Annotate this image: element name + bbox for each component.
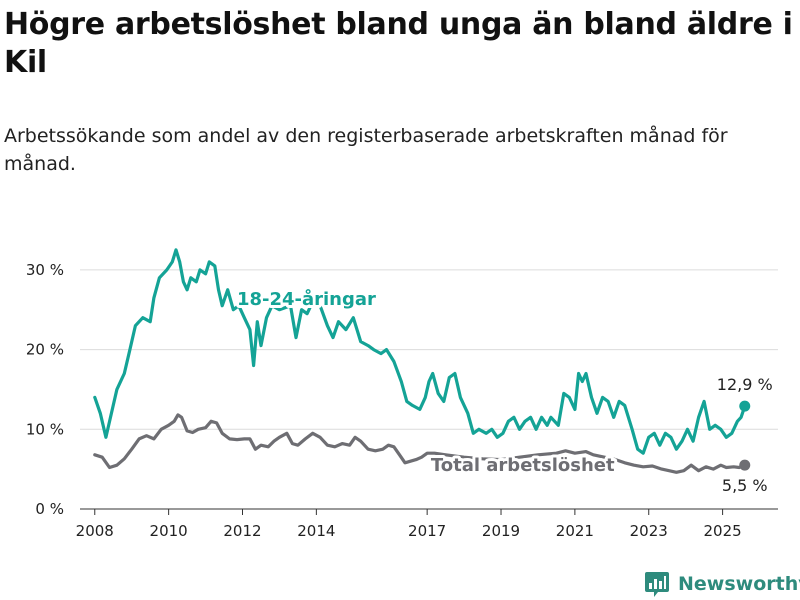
x-tick-label: 2010 xyxy=(150,522,188,540)
y-tick-label: 0 % xyxy=(35,500,64,518)
x-tick-label: 2021 xyxy=(556,522,594,540)
end-marker-youth xyxy=(739,400,751,412)
x-tick-label: 2008 xyxy=(76,522,114,540)
x-tick-label: 2023 xyxy=(630,522,668,540)
chart-title: Högre arbetslöshet bland unga än bland ä… xyxy=(4,7,793,80)
gridlines xyxy=(80,269,778,430)
end-value-total: 5,5 % xyxy=(722,476,768,495)
end-value-youth: 12,9 % xyxy=(717,375,773,394)
brand-name: Newsworthy xyxy=(678,573,800,595)
y-tick-label: 10 % xyxy=(26,420,64,438)
bar-chart-icon xyxy=(645,572,669,597)
newsworthy-logo: Newsworthy xyxy=(644,569,800,599)
series xyxy=(93,248,751,474)
x-tick-label: 2025 xyxy=(704,522,742,540)
label-text: Total arbetslöshet xyxy=(431,455,615,476)
label-halo: 18-24-åringar xyxy=(237,288,376,310)
x-tick-label: 2019 xyxy=(482,522,520,540)
series-line-total xyxy=(93,413,747,474)
label-halo: Total arbetslöshet xyxy=(431,455,615,476)
y-tick-label: 30 % xyxy=(26,261,64,279)
end-marker-total xyxy=(739,459,751,471)
x-tick-label: 2012 xyxy=(223,522,261,540)
axes: 0 % 10 % 20 % 30 % 2008 2010 2012 2014 2017 2019 2… xyxy=(26,261,778,540)
series-line-youth xyxy=(93,248,747,455)
x-tick-label: 2017 xyxy=(408,522,446,540)
y-tick-label: 20 % xyxy=(26,341,64,359)
x-tick-label: 2014 xyxy=(297,522,335,540)
chart-subtitle: Arbetssökande som andel av den registerb… xyxy=(4,125,728,175)
label-text: 18-24-åringar xyxy=(237,288,376,310)
